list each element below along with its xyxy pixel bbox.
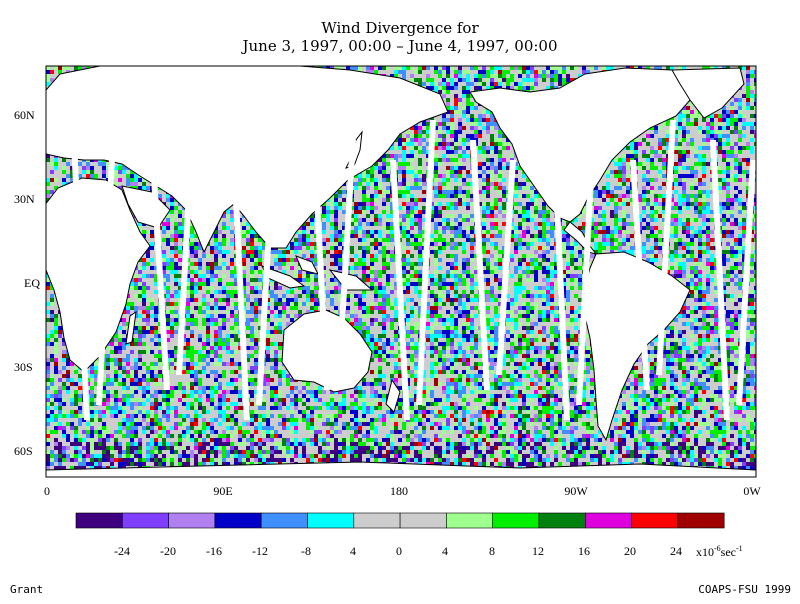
colorbar-swatch <box>261 513 307 528</box>
organization-credit: COAPS-FSU 1999 <box>698 583 791 596</box>
colorbar-swatch <box>122 513 168 528</box>
lon-label-0w: 0W <box>743 484 760 499</box>
colorbar-tick-label: -12 <box>252 544 268 559</box>
colorbar <box>76 513 724 528</box>
colorbar-tick-label: 24 <box>670 544 682 559</box>
colorbar-tick-label: -8 <box>301 544 311 559</box>
colorbar-swatch <box>308 513 354 528</box>
colorbar-tick-label: 8 <box>489 544 495 559</box>
colorbar-swatch <box>446 513 492 528</box>
lat-label-30s: 30S <box>14 360 33 375</box>
colorbar-tick-label: 0 <box>396 544 402 559</box>
colorbar-swatch <box>493 513 539 528</box>
units-base: x10 <box>696 545 714 559</box>
colorbar-swatch <box>169 513 215 528</box>
lon-label-0: 0 <box>44 484 50 499</box>
units-exponent-2: -1 <box>736 544 743 553</box>
colorbar-tick-label: 12 <box>532 544 544 559</box>
units-sec: sec <box>721 545 736 559</box>
colorbar-tick-label: -20 <box>160 544 176 559</box>
colorbar-swatch <box>678 513 724 528</box>
lon-label-90w: 90W <box>564 484 587 499</box>
units-exponent-1: -6 <box>714 544 721 553</box>
colorbar-swatch <box>354 513 400 528</box>
lat-label-eq: EQ <box>24 276 40 291</box>
lon-label-90e: 90E <box>213 484 232 499</box>
colorbar-tick-label: -24 <box>114 544 130 559</box>
colorbar-swatch <box>76 513 122 528</box>
colorbar-tick-label: 16 <box>578 544 590 559</box>
lat-label-30n: 30N <box>14 192 35 207</box>
colorbar-tick-label: -16 <box>206 544 222 559</box>
lat-label-60n: 60N <box>14 108 35 123</box>
colorbar-swatch <box>215 513 261 528</box>
colorbar-swatch <box>632 513 678 528</box>
colorbar-tick-label: 4 <box>350 544 356 559</box>
colorbar-swatch <box>400 513 446 528</box>
colorbar-tick-label: 20 <box>624 544 636 559</box>
lat-label-60s: 60S <box>14 444 33 459</box>
author-credit: Grant <box>10 583 43 596</box>
colorbar-units: x10-6sec-1 <box>696 544 743 560</box>
lon-label-180: 180 <box>390 484 408 499</box>
colorbar-swatch <box>539 513 585 528</box>
colorbar-tick-label: 4 <box>442 544 448 559</box>
colorbar-swatch <box>585 513 631 528</box>
